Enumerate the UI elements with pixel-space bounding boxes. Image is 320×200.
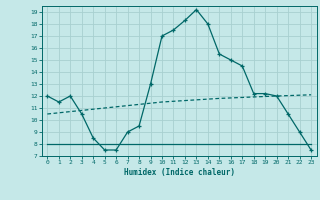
X-axis label: Humidex (Indice chaleur): Humidex (Indice chaleur) xyxy=(124,168,235,177)
